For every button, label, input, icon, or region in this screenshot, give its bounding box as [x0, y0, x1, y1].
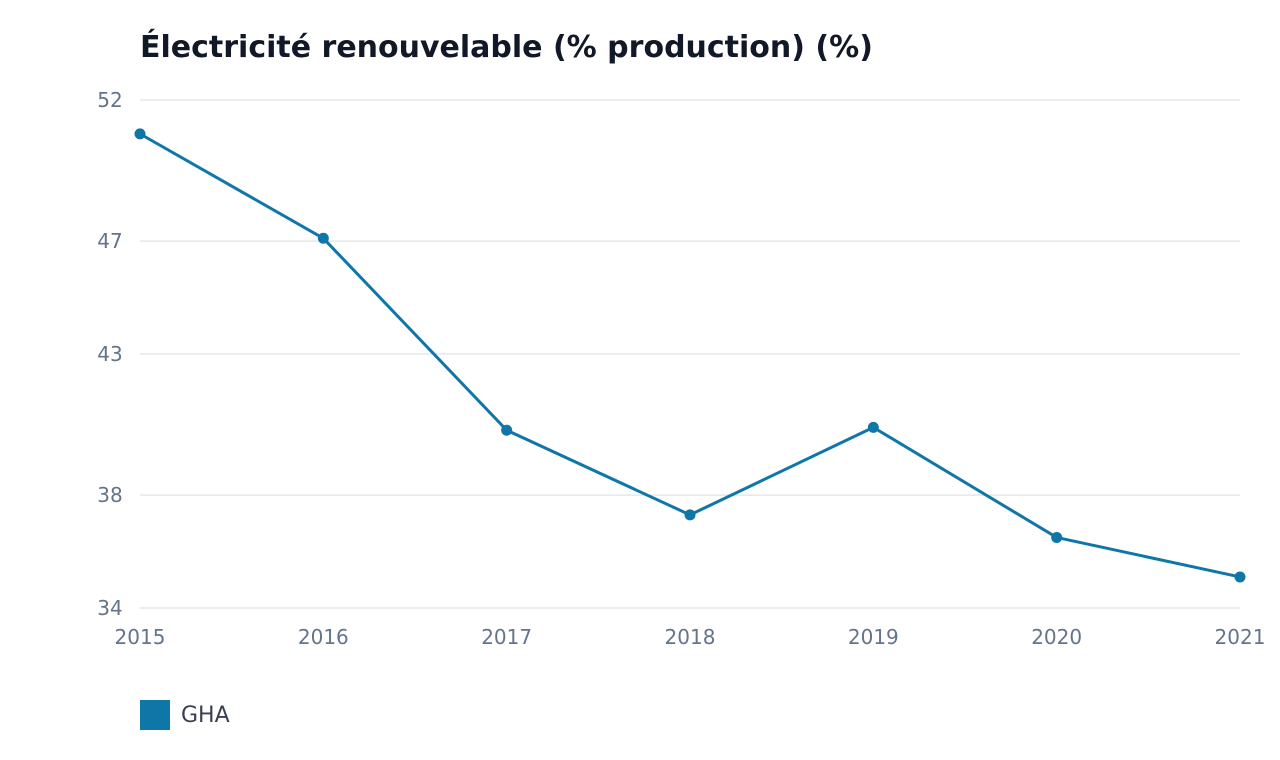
x-axis-tick-labels: 2015 2016 2017 2018 2019 2020 2021 [115, 625, 1266, 649]
grid-layer [140, 99, 1240, 609]
x-tick-label: 2020 [1031, 625, 1082, 649]
x-tick-label: 2019 [848, 625, 899, 649]
data-point [501, 424, 513, 436]
x-tick-label: 2017 [481, 625, 532, 649]
y-tick-label: 47 [97, 229, 122, 253]
chart-title: Électricité renouvelable (% production) … [140, 30, 873, 65]
data-point [134, 128, 146, 140]
data-point [317, 232, 329, 244]
x-tick-label: 2018 [665, 625, 716, 649]
y-tick-label: 38 [97, 483, 122, 507]
series-layer [134, 128, 1246, 583]
y-tick-label: 52 [97, 88, 122, 112]
data-point [867, 421, 879, 433]
data-point [1234, 571, 1246, 583]
legend-label-gha: GHA [181, 702, 230, 728]
y-axis-tick-labels: 34 38 43 47 52 [97, 88, 122, 620]
data-point [684, 509, 696, 521]
x-tick-label: 2021 [1215, 625, 1266, 649]
x-tick-label: 2016 [298, 625, 349, 649]
y-tick-label: 34 [97, 596, 122, 620]
x-tick-label: 2015 [115, 625, 166, 649]
y-tick-label: 43 [97, 342, 122, 366]
data-point [1051, 531, 1063, 543]
legend-swatch-gha [140, 700, 170, 730]
legend: GHA [140, 700, 230, 730]
